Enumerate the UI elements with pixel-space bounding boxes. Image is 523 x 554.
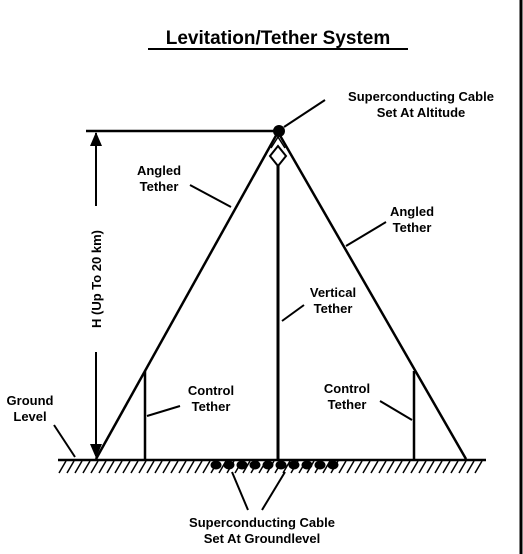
hatch-mark: [98, 460, 107, 474]
hatch-mark: [474, 460, 483, 474]
angled-tether-left-label-line1: Angled: [137, 163, 181, 178]
cable-segment: [314, 460, 326, 470]
hatch-mark: [154, 460, 163, 474]
hatch-mark: [378, 460, 387, 474]
hatch-mark: [186, 460, 195, 474]
hatch-mark: [170, 460, 179, 474]
cable-ground-label-line2: Set At Groundlevel: [204, 531, 321, 546]
hatch-mark: [130, 460, 139, 474]
hatch-mark: [82, 460, 91, 474]
hatch-mark: [354, 460, 363, 474]
hatch-mark: [282, 460, 291, 474]
cable-altitude-leader: [283, 99, 326, 128]
hatch-mark: [338, 460, 347, 474]
superconducting-cable-ground: [210, 460, 339, 470]
hatch-mark: [178, 460, 187, 474]
hatch-mark: [442, 460, 451, 474]
hatch-mark: [106, 460, 115, 474]
cable-segment: [301, 460, 313, 470]
cable-segment: [249, 460, 261, 470]
angled-tether-right-label-line1: Angled: [390, 204, 434, 219]
hatch-mark: [202, 460, 211, 474]
cable-ground-label-line1: Superconducting Cable: [189, 515, 335, 530]
vertical-tether-label-line2: Tether: [314, 301, 353, 316]
hatch-mark: [122, 460, 131, 474]
vertical-tether-leader: [281, 304, 305, 322]
ground-level-label-line2: Level: [13, 409, 46, 424]
hatch-mark: [418, 460, 427, 474]
hatch-mark: [450, 460, 459, 474]
angled-tether-right-label-line2: Tether: [393, 220, 432, 235]
control-tether-left-label-line2: Tether: [192, 399, 231, 414]
hatch-mark: [58, 460, 67, 474]
angled-tether-right: [276, 131, 468, 460]
hatch-mark: [370, 460, 379, 474]
hatch-mark: [458, 460, 467, 474]
hatch-mark: [466, 460, 475, 474]
superconducting-cable-altitude: [273, 125, 285, 137]
control-tether-right-leader: [379, 400, 413, 421]
height-arrow-down: [90, 444, 102, 458]
hatch-mark: [434, 460, 443, 474]
angled-tether-left-leader: [189, 184, 232, 208]
cable-segment: [223, 460, 235, 470]
ground-level-leader: [53, 424, 76, 458]
hatch-mark: [146, 460, 155, 474]
angled-tether-left-label-line2: Tether: [140, 179, 179, 194]
cable-segment: [236, 460, 248, 470]
tether-junction-diamond: [268, 144, 288, 168]
control-tether-left-leader: [146, 405, 181, 417]
cable-segment: [275, 460, 287, 470]
cable-segment: [288, 460, 300, 470]
hatch-mark: [362, 460, 371, 474]
hatch-mark: [402, 460, 411, 474]
hatch-mark: [426, 460, 435, 474]
ground-level-label-line1: Ground: [7, 393, 54, 408]
cable-ground-leader-right: [261, 471, 286, 511]
height-label: H (Up To 20 km): [89, 230, 104, 328]
cable-altitude-label-line1: Superconducting Cable: [348, 89, 494, 104]
cable-segment: [327, 460, 339, 470]
vertical-tether-label-line1: Vertical: [310, 285, 356, 300]
hatch-mark: [162, 460, 171, 474]
hatch-mark: [410, 460, 419, 474]
cable-altitude-label-line2: Set At Altitude: [377, 105, 466, 120]
hatch-mark: [346, 460, 355, 474]
hatch-mark: [114, 460, 123, 474]
cable-segment: [262, 460, 274, 470]
angled-tether-left: [94, 131, 280, 460]
hatch-mark: [138, 460, 147, 474]
hatch-mark: [74, 460, 83, 474]
junction-link-lines: [270, 135, 286, 149]
diagram-title: Levitation/Tether System: [166, 28, 391, 49]
hatch-mark: [66, 460, 75, 474]
cable-ground-leader-left: [231, 471, 249, 511]
control-tether-right-label-line1: Control: [324, 381, 370, 396]
control-tether-left-label-line1: Control: [188, 383, 234, 398]
control-tether-right-label-line2: Tether: [328, 397, 367, 412]
hatch-mark: [386, 460, 395, 474]
cable-segment: [210, 460, 222, 470]
angled-tether-right-leader: [345, 221, 387, 247]
hatch-mark: [90, 460, 99, 474]
height-label-background: [86, 206, 106, 352]
hatch-mark: [194, 460, 203, 474]
height-arrow-up: [90, 132, 102, 146]
hatch-mark: [394, 460, 403, 474]
